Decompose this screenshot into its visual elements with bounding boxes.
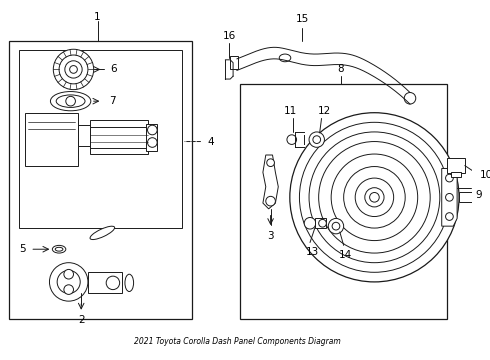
Text: 16: 16 (222, 31, 236, 41)
Text: 12: 12 (318, 106, 331, 116)
Text: 1: 1 (94, 12, 101, 22)
Circle shape (290, 113, 459, 282)
Text: 9: 9 (475, 190, 482, 201)
Circle shape (53, 49, 94, 90)
Text: 3: 3 (267, 231, 274, 241)
Circle shape (332, 222, 340, 230)
Text: 13: 13 (306, 247, 319, 257)
Circle shape (309, 132, 440, 263)
Circle shape (318, 141, 430, 253)
Circle shape (318, 219, 326, 227)
Bar (240, 84, 446, 319)
Bar (78, 125, 90, 147)
Circle shape (299, 122, 449, 272)
Text: 14: 14 (339, 250, 352, 260)
Polygon shape (441, 168, 457, 226)
Circle shape (59, 55, 88, 84)
Circle shape (369, 193, 379, 202)
Ellipse shape (56, 95, 85, 107)
Text: 2021 Toyota Corolla Dash Panel Components Diagram: 2021 Toyota Corolla Dash Panel Component… (134, 337, 341, 346)
Circle shape (328, 219, 343, 234)
Circle shape (64, 269, 74, 279)
Text: 7: 7 (109, 96, 115, 106)
Ellipse shape (279, 54, 291, 62)
Circle shape (304, 217, 316, 229)
Circle shape (49, 263, 88, 301)
Circle shape (343, 167, 405, 228)
Bar (88, 272, 122, 293)
Circle shape (267, 159, 274, 167)
Bar (90, 120, 147, 154)
Text: 15: 15 (295, 14, 309, 24)
Circle shape (64, 285, 74, 294)
Circle shape (365, 188, 384, 207)
Text: 5: 5 (19, 244, 26, 254)
Text: 2: 2 (78, 315, 84, 325)
Circle shape (147, 125, 157, 135)
Ellipse shape (50, 91, 91, 111)
Circle shape (266, 196, 275, 206)
Text: 6: 6 (111, 64, 117, 75)
Circle shape (445, 174, 453, 182)
Text: 4: 4 (208, 136, 214, 147)
Circle shape (106, 276, 120, 289)
Circle shape (445, 213, 453, 220)
Ellipse shape (55, 247, 63, 251)
Text: 11: 11 (284, 106, 297, 116)
Circle shape (445, 193, 453, 201)
Ellipse shape (90, 226, 115, 239)
Bar (19, 50, 182, 228)
Circle shape (65, 61, 82, 78)
Circle shape (313, 136, 320, 144)
Circle shape (355, 178, 393, 216)
Circle shape (287, 135, 296, 144)
Circle shape (57, 270, 80, 293)
Bar (146, 124, 157, 151)
Ellipse shape (52, 246, 66, 253)
Bar (90, 127, 147, 148)
Circle shape (70, 66, 77, 73)
Bar (315, 219, 326, 228)
Bar (230, 56, 238, 69)
Bar (451, 172, 461, 177)
Bar (447, 158, 465, 173)
Ellipse shape (125, 274, 134, 292)
Circle shape (147, 138, 157, 147)
Circle shape (66, 96, 75, 106)
Bar (9, 41, 192, 319)
Circle shape (404, 93, 416, 104)
Circle shape (309, 132, 324, 147)
Bar (25, 113, 78, 166)
Polygon shape (263, 155, 278, 209)
Circle shape (331, 154, 417, 240)
Bar (459, 193, 476, 202)
Text: 10: 10 (479, 170, 490, 180)
Text: 8: 8 (338, 64, 344, 75)
